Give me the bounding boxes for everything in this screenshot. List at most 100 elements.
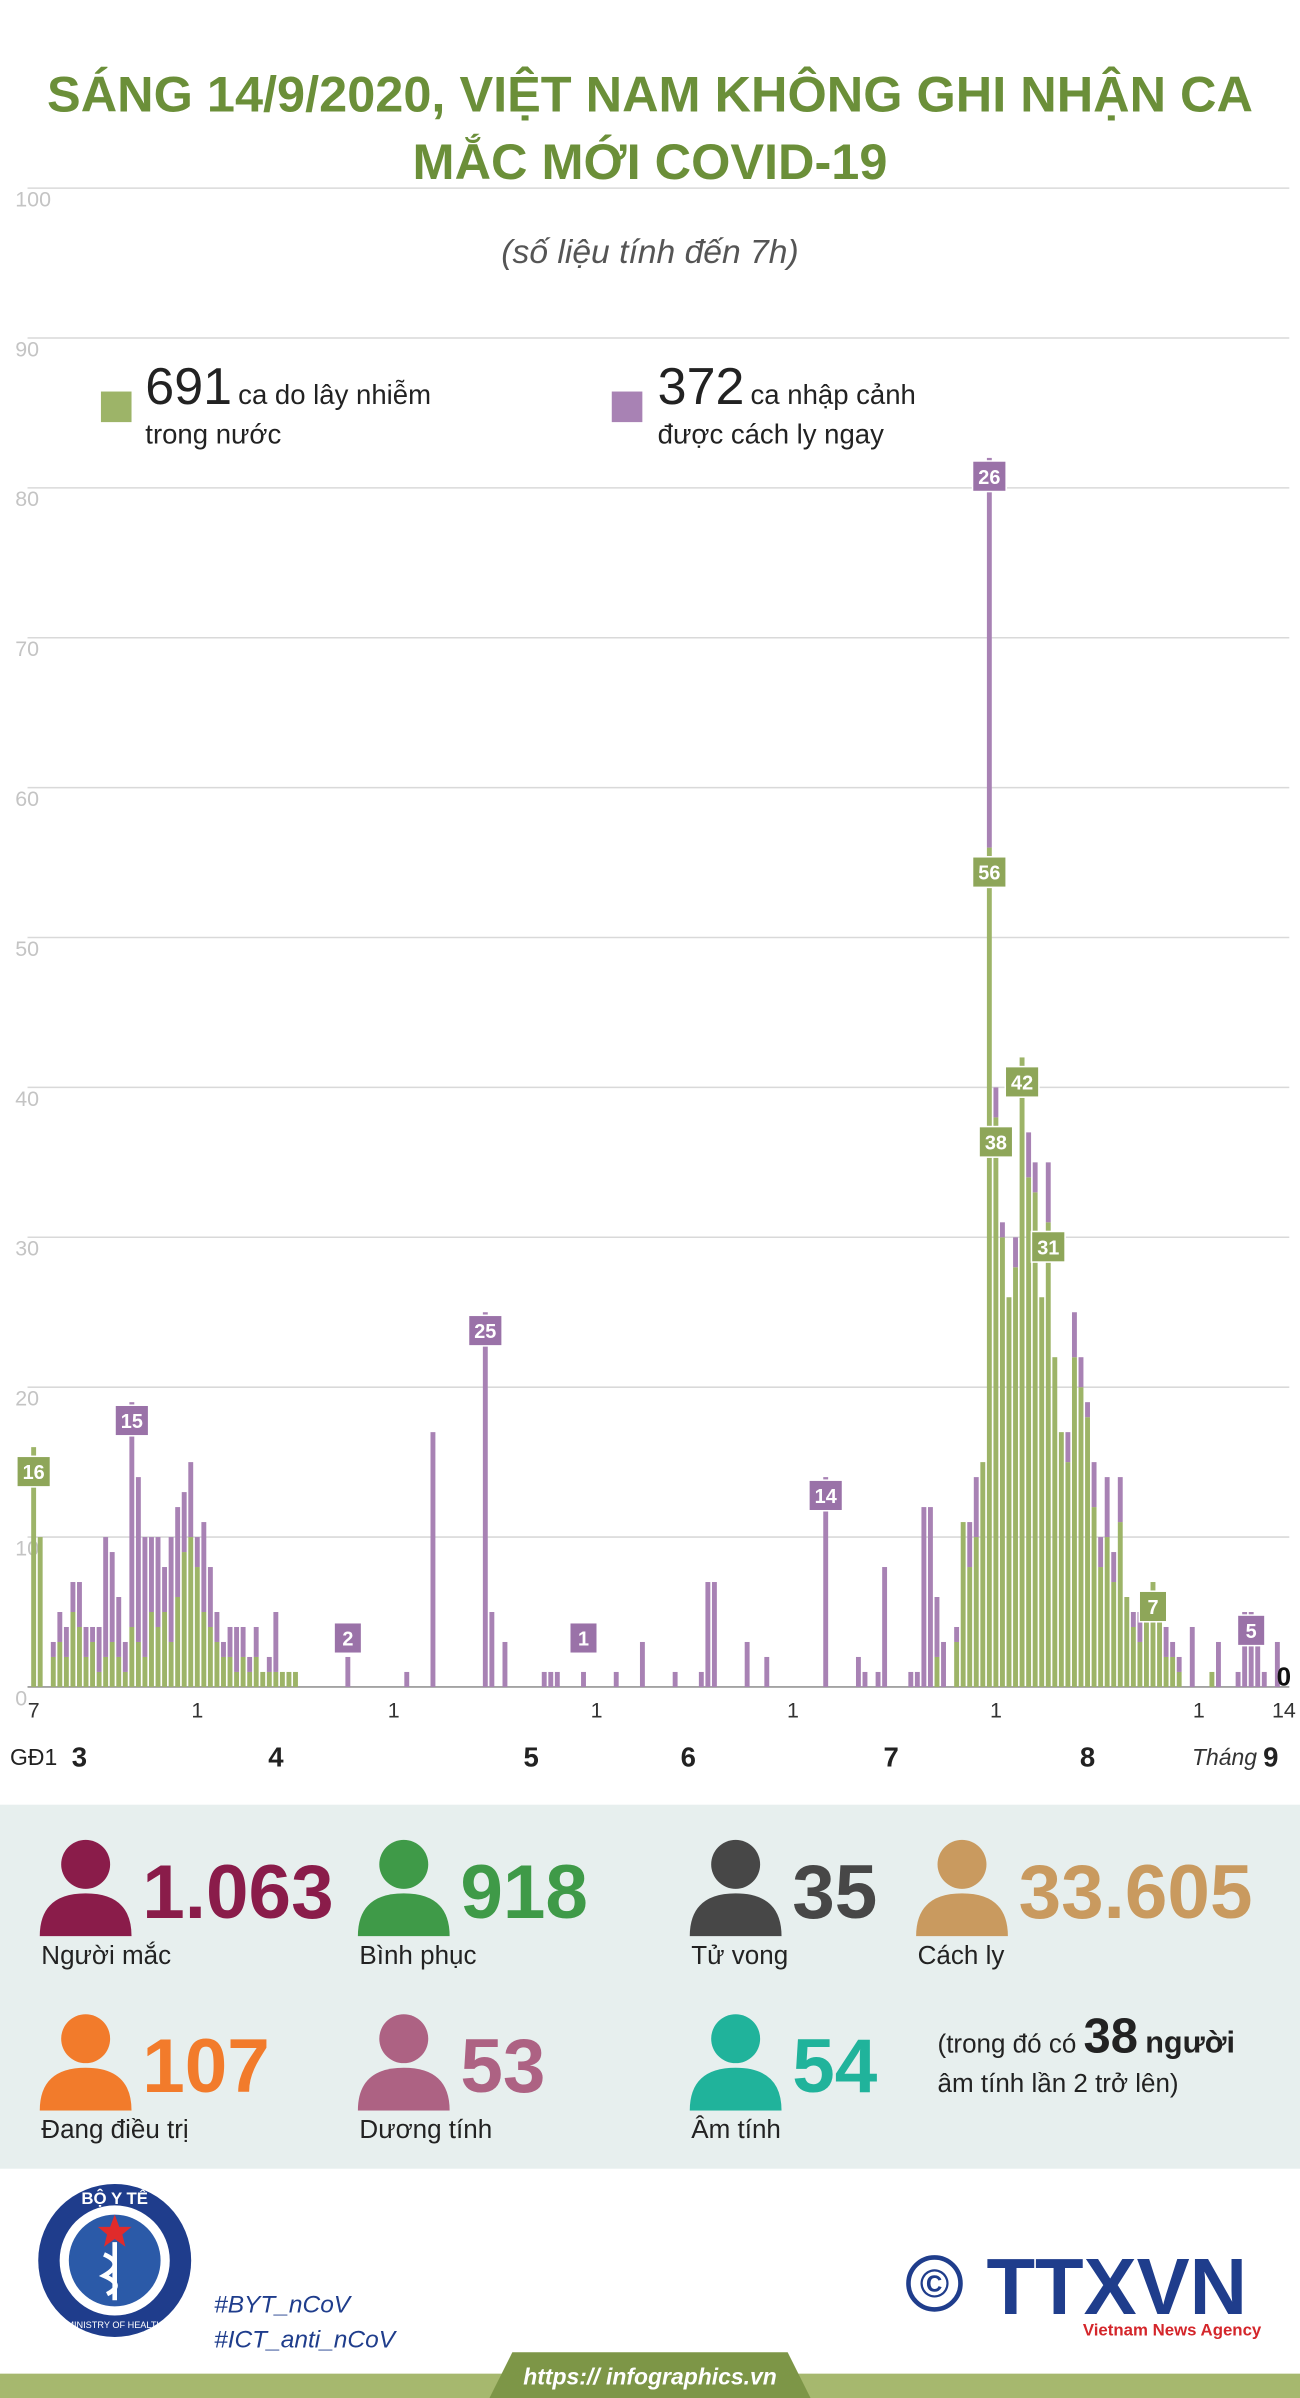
bar bbox=[934, 1656, 940, 1687]
bar bbox=[175, 1597, 181, 1687]
bar bbox=[1137, 1641, 1143, 1687]
data-label: 5 bbox=[1246, 1621, 1257, 1643]
bar bbox=[103, 1656, 109, 1687]
bar bbox=[1209, 1671, 1215, 1687]
x2-tick-label: 3 bbox=[72, 1741, 87, 1772]
bar bbox=[122, 1671, 128, 1687]
bar bbox=[554, 1671, 560, 1687]
bar bbox=[875, 1671, 881, 1687]
bar bbox=[1274, 1641, 1280, 1687]
bar bbox=[155, 1537, 161, 1627]
bar bbox=[201, 1522, 207, 1613]
bar bbox=[1130, 1626, 1136, 1687]
bar bbox=[266, 1656, 272, 1672]
x2-tick-label: 7 bbox=[884, 1741, 899, 1772]
legend-swatch bbox=[611, 391, 643, 423]
x2-title: Tháng bbox=[1192, 1744, 1257, 1770]
bar bbox=[1006, 1297, 1012, 1687]
bar bbox=[214, 1612, 220, 1642]
y-tick-label: 90 bbox=[15, 337, 39, 361]
bar bbox=[77, 1626, 82, 1687]
stat-value: 107 bbox=[142, 2023, 270, 2110]
subtitle: (số liệu tính đến 7h) bbox=[501, 232, 799, 271]
title: SÁNG 14/9/2020, VIỆT NAM KHÔNG GHI NHẬN … bbox=[0, 61, 1300, 196]
x2-prefix: GĐ1 bbox=[10, 1744, 57, 1770]
bar bbox=[1098, 1567, 1104, 1687]
person-icon bbox=[689, 1839, 782, 1937]
bar bbox=[188, 1462, 194, 1538]
logo-text: BỘ Y TẾ bbox=[81, 2189, 148, 2208]
bar bbox=[1045, 1162, 1051, 1223]
data-label-box bbox=[1004, 1065, 1040, 1098]
bar bbox=[993, 1117, 999, 1687]
data-label-box bbox=[808, 1479, 844, 1512]
bar bbox=[1189, 1626, 1195, 1687]
x2-tick-label: 4 bbox=[268, 1741, 284, 1772]
data-label: 25 bbox=[474, 1321, 496, 1343]
bar bbox=[1170, 1656, 1176, 1687]
bar bbox=[1255, 1626, 1261, 1687]
bar bbox=[155, 1626, 161, 1687]
icon-body bbox=[357, 2067, 450, 2111]
y-tick-label: 50 bbox=[15, 937, 39, 961]
note-value: 38 bbox=[1083, 2008, 1138, 2064]
bar bbox=[345, 1656, 351, 1687]
bar bbox=[194, 1567, 200, 1687]
stat-value: 33.605 bbox=[1018, 1849, 1253, 1935]
bar bbox=[162, 1567, 168, 1613]
bar bbox=[921, 1507, 927, 1687]
bar bbox=[279, 1671, 285, 1687]
stat-label: Đang điều trị bbox=[41, 2115, 189, 2145]
bar bbox=[581, 1671, 586, 1687]
icon-body bbox=[39, 2067, 132, 2111]
bar bbox=[50, 1656, 56, 1687]
bar bbox=[986, 847, 992, 1687]
bar bbox=[286, 1671, 292, 1687]
note-text: (trong đó có bbox=[937, 2029, 1077, 2059]
bar bbox=[967, 1522, 973, 1568]
data-label: 0 bbox=[1277, 1661, 1291, 1691]
bar bbox=[247, 1656, 253, 1672]
bar bbox=[908, 1671, 914, 1687]
data-label: 7 bbox=[1147, 1597, 1158, 1619]
bar bbox=[90, 1641, 96, 1687]
person-icon bbox=[39, 2014, 132, 2111]
bar bbox=[109, 1552, 115, 1642]
bar bbox=[672, 1671, 678, 1687]
bar bbox=[1117, 1522, 1123, 1687]
bar bbox=[116, 1656, 122, 1687]
bar bbox=[954, 1641, 960, 1687]
bar bbox=[63, 1626, 69, 1657]
stat-label: Tử vong bbox=[691, 1940, 789, 1970]
x2-tick-label: 6 bbox=[681, 1741, 696, 1772]
bar bbox=[1065, 1432, 1071, 1463]
y-tick-label: 80 bbox=[15, 487, 39, 511]
x-tick-label: 1 bbox=[388, 1699, 400, 1723]
bar bbox=[234, 1671, 240, 1687]
bar bbox=[240, 1656, 246, 1687]
url: https:// infographics.vn bbox=[523, 2363, 777, 2389]
data-label: 16 bbox=[23, 1462, 45, 1484]
data-label: 26 bbox=[978, 467, 1000, 489]
bar bbox=[207, 1567, 213, 1627]
bar bbox=[1026, 1177, 1032, 1687]
bar bbox=[1163, 1656, 1169, 1687]
bar bbox=[1058, 1432, 1064, 1687]
bar bbox=[934, 1597, 940, 1657]
bar bbox=[1130, 1612, 1136, 1627]
y-tick-label: 20 bbox=[15, 1387, 39, 1411]
note-text: âm tính lần 2 trở lên) bbox=[937, 2069, 1179, 2099]
data-label: 56 bbox=[978, 863, 1000, 885]
bar bbox=[1078, 1357, 1084, 1388]
bar bbox=[90, 1626, 96, 1642]
bar bbox=[1176, 1671, 1182, 1687]
bar bbox=[1248, 1612, 1254, 1687]
bar bbox=[855, 1656, 861, 1687]
bar bbox=[1137, 1612, 1143, 1642]
bar bbox=[1144, 1612, 1149, 1687]
stats-panel: 1.063 Người mắc 918 Bình phục 35 Tử vong 33.60… bbox=[0, 1804, 1300, 2169]
person-icon bbox=[357, 1839, 450, 1937]
bar bbox=[489, 1612, 495, 1687]
bar bbox=[973, 1477, 979, 1538]
data-label-box bbox=[16, 1455, 52, 1488]
